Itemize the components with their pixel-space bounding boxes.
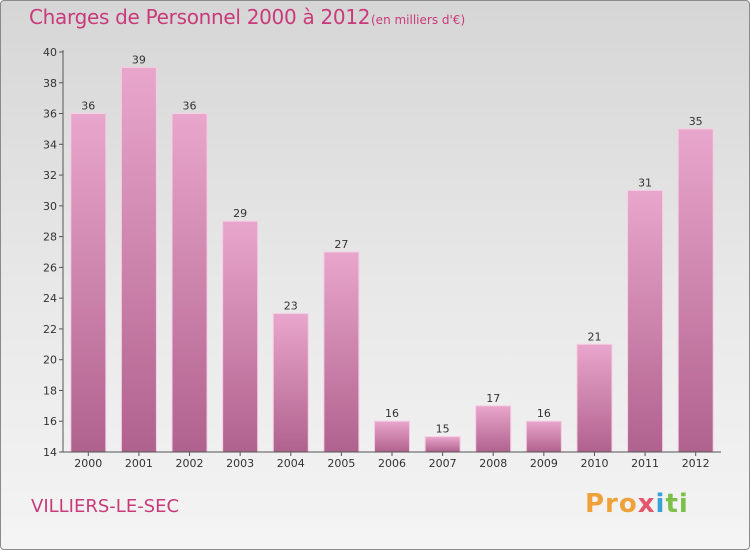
bar-2000 (70, 113, 107, 453)
chart-title: Charges de Personnel 2000 à 2012 (29, 5, 371, 29)
bar-2004 (272, 313, 309, 453)
y-tick-label: 16 (43, 415, 57, 428)
value-label-2009: 16 (537, 407, 551, 420)
logo-part-1: Pro (585, 489, 638, 519)
value-label-2003: 29 (233, 207, 247, 220)
x-tick-label: 2001 (125, 457, 153, 470)
x-tick-label: 2005 (327, 457, 355, 470)
y-tick-label: 18 (43, 384, 57, 397)
logo-part-3: i (655, 489, 666, 519)
value-label-2012: 35 (689, 115, 703, 128)
y-tick-label: 36 (43, 108, 57, 121)
value-label-2006: 16 (385, 407, 399, 420)
bar-2012 (677, 128, 714, 453)
y-tick-label: 24 (43, 292, 57, 305)
logo-part-4: ti (665, 489, 689, 519)
value-label-2005: 27 (334, 238, 348, 251)
y-tick-label: 20 (43, 354, 57, 367)
y-tick-label: 32 (43, 169, 57, 182)
x-tick-label: 2004 (277, 457, 305, 470)
value-label-2001: 39 (132, 53, 146, 66)
y-tick-label: 40 (43, 46, 57, 59)
bar-2001 (120, 66, 157, 453)
bar-2006 (374, 420, 410, 453)
value-label-2000: 36 (81, 100, 95, 113)
y-tick-label: 28 (43, 231, 57, 244)
proxiti-logo[interactable]: Proxiti (585, 489, 689, 519)
x-tick-label: 2006 (378, 457, 406, 470)
bar-2009 (525, 420, 562, 453)
bar-2010 (576, 343, 613, 453)
x-tick-label: 2011 (631, 457, 659, 470)
y-tick-label: 38 (43, 77, 57, 90)
x-tick-label: 2010 (580, 457, 608, 470)
town-name: VILLIERS-LE-SEC (31, 496, 180, 517)
y-tick-label: 22 (43, 323, 57, 336)
bar-2007 (424, 436, 461, 453)
value-label-2002: 36 (183, 100, 197, 113)
bar-2008 (475, 405, 512, 453)
y-tick-label: 30 (43, 200, 57, 213)
x-tick-label: 2008 (479, 457, 507, 470)
y-tick-label: 34 (43, 138, 57, 151)
value-label-2011: 31 (638, 176, 652, 189)
x-tick-label: 2009 (530, 457, 558, 470)
y-tick-label: 26 (43, 261, 57, 274)
bar-2003 (222, 220, 259, 453)
bar-2002 (171, 113, 208, 453)
bar-2011 (627, 189, 664, 453)
value-label-2004: 23 (284, 300, 298, 313)
x-tick-label: 2000 (74, 457, 102, 470)
value-label-2008: 17 (486, 392, 500, 405)
x-tick-label: 2012 (682, 457, 710, 470)
x-tick-label: 2002 (176, 457, 204, 470)
bar-2005 (323, 251, 360, 453)
chart-subtitle: (en milliers d'€) (371, 13, 466, 27)
x-tick-label: 2007 (429, 457, 457, 470)
x-tick-label: 2003 (226, 457, 254, 470)
y-tick-label: 14 (43, 446, 57, 459)
value-label-2007: 15 (436, 423, 450, 436)
value-label-2010: 21 (587, 330, 601, 343)
logo-part-2: x (637, 489, 656, 519)
